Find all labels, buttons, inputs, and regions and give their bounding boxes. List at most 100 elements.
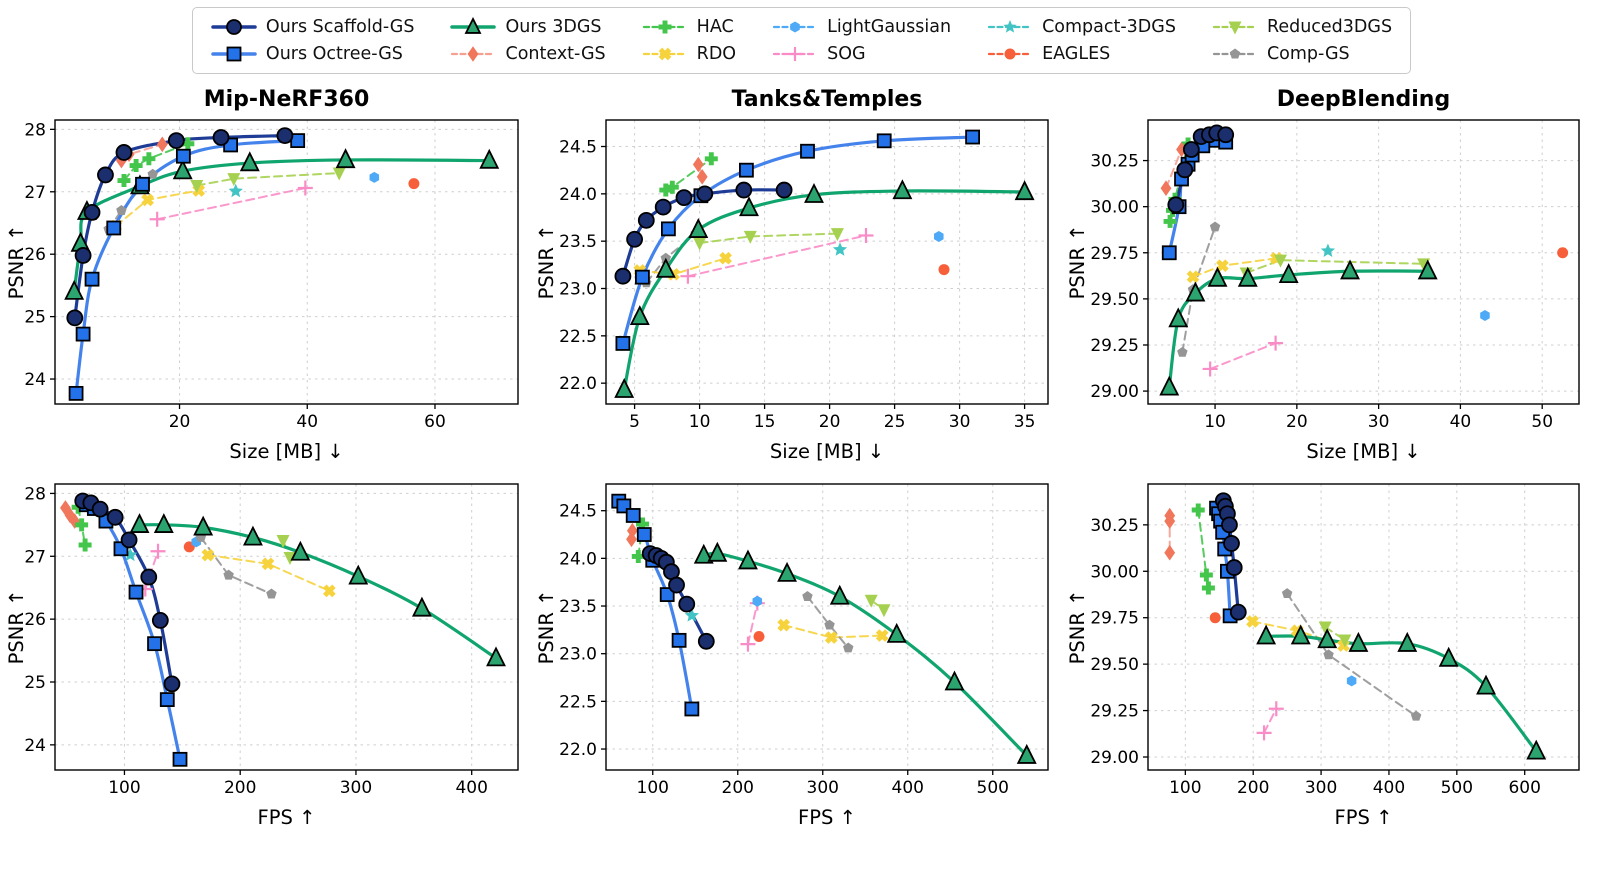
y-tick-label: 26 xyxy=(24,245,46,265)
marker-3dgs-icon xyxy=(630,305,651,326)
marker-hac-icon xyxy=(659,183,673,197)
marker-octree-icon xyxy=(660,587,675,602)
legend-label-octree: Ours Octree-GS xyxy=(265,44,403,64)
marker-octree-icon xyxy=(672,632,687,648)
legend-label-reduced: Reduced3DGS xyxy=(1266,17,1393,37)
legend-swatch-compgs-icon xyxy=(1212,48,1258,59)
marker-compact-icon xyxy=(1003,20,1017,33)
marker-lightgaussian-icon xyxy=(934,230,944,242)
marker-scaffold-icon xyxy=(1182,141,1200,158)
marker-octree-icon xyxy=(965,129,981,145)
series-line-rdo xyxy=(639,257,727,276)
x-tick-label: 15 xyxy=(754,412,776,432)
y-tick-label: 24 xyxy=(24,370,46,390)
series-markers xyxy=(614,129,1035,398)
marker-3dgs-icon xyxy=(1475,674,1496,695)
marker-3dgs-icon xyxy=(465,16,482,34)
plot-border xyxy=(54,483,519,771)
marker-context-icon xyxy=(1175,141,1187,158)
legend-item-rdo: RDO xyxy=(642,42,736,66)
series-line-sog xyxy=(156,187,307,221)
marker-3dgs-icon xyxy=(411,596,432,617)
marker-3dgs-icon xyxy=(1017,743,1038,764)
marker-eagles-icon xyxy=(938,264,950,276)
marker-3dgs-icon xyxy=(738,549,759,570)
plot-border xyxy=(605,483,1050,771)
marker-3dgs-icon xyxy=(64,279,85,300)
series-line-hac xyxy=(122,142,189,182)
marker-scaffold-icon xyxy=(74,247,92,264)
x-tick-label: 300 xyxy=(1305,778,1337,798)
marker-scaffold-icon xyxy=(91,500,109,518)
legend-label-sog: SOG xyxy=(827,44,866,64)
legend-label-compact: Compact-3DGS xyxy=(1042,17,1176,37)
marker-compgs-icon xyxy=(1281,588,1293,599)
marker-lightgaussian-icon xyxy=(369,171,380,183)
y-tick-label: 24.0 xyxy=(559,185,597,205)
marker-sog-icon xyxy=(150,543,166,559)
marker-octree-icon xyxy=(175,148,191,164)
legend-item-octree: Ours Octree-GS xyxy=(211,42,415,66)
marker-reduced-icon xyxy=(865,594,879,608)
marker-3dgs-icon xyxy=(1158,375,1179,396)
y-axis-label: PSNR ↑ xyxy=(538,225,558,300)
y-tick-label: 24 xyxy=(24,736,46,756)
legend-item-reduced: Reduced3DGS xyxy=(1212,15,1392,39)
series-line-compgs xyxy=(1285,592,1417,718)
marker-compgs-icon xyxy=(1209,221,1220,232)
y-axis-label: PSNR ↑ xyxy=(8,225,28,300)
x-tick-label: 100 xyxy=(1169,778,1201,798)
charts-grid: 20 40 60 24 25 26 27 28 Mip-NeRF360 Size [MB] ↓ PS… xyxy=(0,78,1603,852)
marker-lightgaussian-icon xyxy=(1346,675,1357,687)
marker-rdo-icon xyxy=(777,618,791,632)
series-markers xyxy=(64,127,500,401)
legend-label-compgs: Comp-GS xyxy=(1266,44,1350,64)
marker-scaffold-icon xyxy=(106,508,124,526)
y-tick-label: 27 xyxy=(24,547,46,567)
marker-scaffold-icon xyxy=(1176,161,1193,179)
marker-context-icon xyxy=(627,522,639,539)
marker-3dgs-icon xyxy=(887,622,907,643)
marker-sog-icon xyxy=(1267,335,1283,351)
marker-octree-icon xyxy=(635,269,651,285)
x-tick-label: 60 xyxy=(424,412,446,432)
marker-3dgs-icon xyxy=(335,148,356,169)
legend-swatch-lightgaussian-icon xyxy=(772,21,818,33)
axis-ticks: 10 20 30 40 50 29.00 29.25 29.50 29.75 30.00 30.25 xyxy=(1090,152,1553,432)
marker-octree-icon xyxy=(135,176,150,192)
marker-octree-icon xyxy=(800,143,816,159)
x-tick-label: 10 xyxy=(689,412,711,432)
marker-3dgs-icon xyxy=(614,378,635,398)
plot-border xyxy=(1146,483,1580,771)
marker-compact-icon xyxy=(1320,243,1335,257)
marker-sog-icon xyxy=(1256,725,1272,741)
y-tick-label: 29.00 xyxy=(1090,382,1139,402)
y-tick-label: 22.5 xyxy=(559,327,597,347)
y-tick-label: 29.50 xyxy=(1090,655,1139,675)
marker-lightgaussian-icon xyxy=(752,595,763,607)
marker-reduced-icon xyxy=(1228,21,1242,35)
marker-scaffold-icon xyxy=(614,267,632,285)
marker-octree-icon xyxy=(615,336,631,351)
x-axis-label: Size [MB] ↓ xyxy=(229,440,343,463)
legend-label-eagles: EAGLES xyxy=(1042,44,1111,64)
marker-scaffold-icon xyxy=(675,189,693,207)
marker-3dgs-icon xyxy=(1014,180,1035,201)
y-tick-label: 23.5 xyxy=(559,597,597,617)
marker-scaffold-icon xyxy=(638,211,656,229)
x-tick-label: 200 xyxy=(224,778,256,798)
series-line-compgs xyxy=(1181,225,1216,354)
legend-item-compgs: Comp-GS xyxy=(1212,42,1392,66)
marker-3dgs-icon xyxy=(290,540,311,561)
y-tick-label: 23.0 xyxy=(559,280,597,300)
y-axis-label: PSNR ↑ xyxy=(8,590,28,665)
marker-scaffold-icon xyxy=(212,129,230,146)
y-axis-label: PSNR ↑ xyxy=(1069,225,1089,300)
marker-3dgs-icon xyxy=(694,543,715,564)
legend-swatch-sog-icon xyxy=(772,47,818,61)
legend-label-rdo: RDO xyxy=(696,44,737,64)
axis-ticks: 100 200 300 400 24 25 26 27 28 xyxy=(24,484,488,798)
marker-compgs-icon xyxy=(1176,346,1188,357)
marker-reduced-icon xyxy=(744,230,758,244)
chart-deep-blending-fps: 100 200 300 400 500 600 29.00 29.25 29.50 29.75 30… xyxy=(1069,483,1580,829)
